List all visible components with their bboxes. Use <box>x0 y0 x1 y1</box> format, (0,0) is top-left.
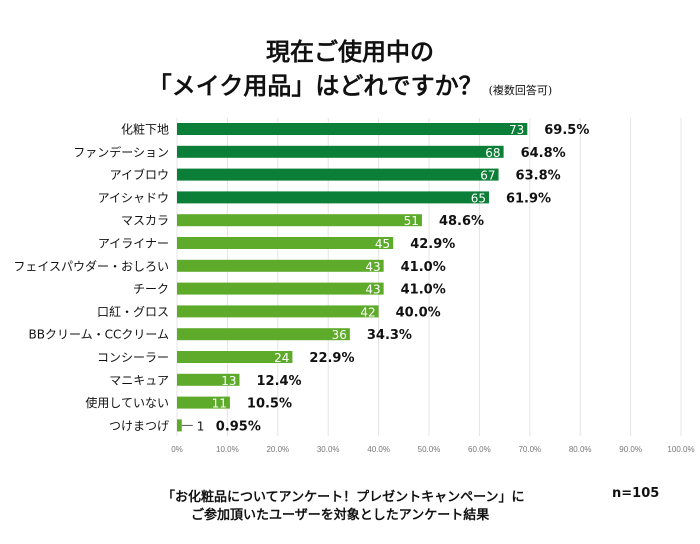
footer-line1: 「お化粧品についてアンケート！プレゼントキャンペーン」に <box>162 490 525 505</box>
percent-label: 12.4% <box>256 374 301 389</box>
count-label: 45 <box>375 237 390 251</box>
category-label: マニキュア <box>109 373 169 387</box>
count-label: 68 <box>485 146 500 160</box>
category-label: つけまつげ <box>109 419 169 433</box>
percent-label: 34.3% <box>367 328 412 343</box>
category-label: コンシーラー <box>97 351 169 365</box>
category-label: 使用していない <box>85 395 169 410</box>
sample-size: n=105 <box>612 486 660 501</box>
x-tick-label: 10.0% <box>216 445 239 454</box>
category-label: 口紅・グロス <box>97 305 169 319</box>
chart-title-text: 「メイク用品」はどれですか？ <box>147 72 483 100</box>
bar <box>177 328 350 341</box>
percent-label: 10.5% <box>247 397 292 412</box>
count-label: 13 <box>221 374 236 388</box>
count-label: 43 <box>365 283 380 297</box>
bar <box>177 259 384 272</box>
count-label: 65 <box>471 191 486 205</box>
percent-label: 41.0% <box>401 260 446 275</box>
category-label: 化粧下地 <box>121 123 169 137</box>
percent-label: 69.5% <box>544 123 589 138</box>
x-tick-label: 100.0% <box>667 445 694 454</box>
bar <box>177 282 384 295</box>
bar <box>177 419 182 432</box>
category-label: アイシャドウ <box>98 191 169 205</box>
x-tick-label: 50.0% <box>418 445 441 454</box>
percent-label: 48.6% <box>439 214 484 229</box>
count-label: 67 <box>480 169 495 183</box>
chart-title-note: (複数回答可) <box>488 84 553 97</box>
bar <box>177 305 379 318</box>
bar <box>177 123 528 135</box>
category-label: フェイスパウダー・おしろい <box>13 258 169 273</box>
x-tick-label: 0% <box>171 445 183 454</box>
category-label: チーク <box>133 282 169 296</box>
count-label: 11 <box>212 397 227 411</box>
x-tick-label: 70.0% <box>518 445 541 454</box>
bar <box>177 351 293 363</box>
category-label: アイブロウ <box>110 167 169 182</box>
bar <box>177 237 394 249</box>
category-label: マスカラ <box>121 214 169 228</box>
bar <box>177 168 499 181</box>
x-tick-label: 60.0% <box>468 445 491 454</box>
count-label: 51 <box>404 214 419 228</box>
x-tick-label: 80.0% <box>569 445 592 454</box>
count-label: 73 <box>509 123 524 137</box>
count-label: 1 <box>197 419 205 433</box>
percent-label: 40.0% <box>396 305 441 320</box>
footer-line2: ご参加頂いたユーザーを対象としたアンケート結果 <box>191 508 490 523</box>
category-label: BBクリーム・CCクリーム <box>28 328 169 342</box>
x-tick-label: 40.0% <box>367 445 390 454</box>
bar <box>177 145 504 158</box>
bar <box>177 214 422 227</box>
chart-title-line1: 現在ご使用中の <box>266 38 434 66</box>
x-tick-label: 30.0% <box>317 445 340 454</box>
percent-label: 0.95% <box>216 419 261 434</box>
bar <box>177 191 489 204</box>
category-label: ファンデーション <box>73 144 169 159</box>
percent-label: 41.0% <box>401 283 446 298</box>
count-label: 36 <box>332 328 347 342</box>
percent-label: 63.8% <box>516 169 561 184</box>
count-label: 43 <box>365 260 380 274</box>
count-label: 42 <box>360 305 375 319</box>
percent-label: 61.9% <box>506 191 551 206</box>
chart-title-line2: 「メイク用品」はどれですか？ (複数回答可) <box>0 66 700 101</box>
bar <box>177 373 240 386</box>
percent-label: 64.8% <box>521 146 566 161</box>
percent-label: 22.9% <box>309 351 354 366</box>
count-label: 24 <box>274 351 289 365</box>
x-tick-label: 20.0% <box>266 445 289 454</box>
category-label: アイライナー <box>98 237 169 251</box>
percent-label: 42.9% <box>410 237 455 252</box>
bar <box>177 396 230 409</box>
x-tick-label: 90.0% <box>619 445 642 454</box>
